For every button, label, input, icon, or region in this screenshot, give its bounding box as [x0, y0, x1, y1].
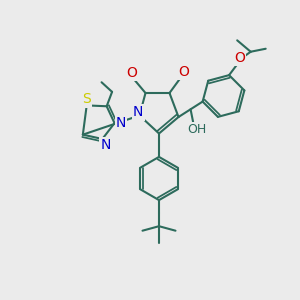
Text: OH: OH [188, 123, 207, 136]
Text: O: O [234, 51, 245, 65]
Text: O: O [126, 66, 137, 80]
Text: N: N [100, 138, 110, 152]
Text: N: N [133, 106, 143, 119]
Text: O: O [178, 65, 189, 79]
Text: S: S [82, 92, 91, 106]
Text: N: N [116, 116, 126, 130]
